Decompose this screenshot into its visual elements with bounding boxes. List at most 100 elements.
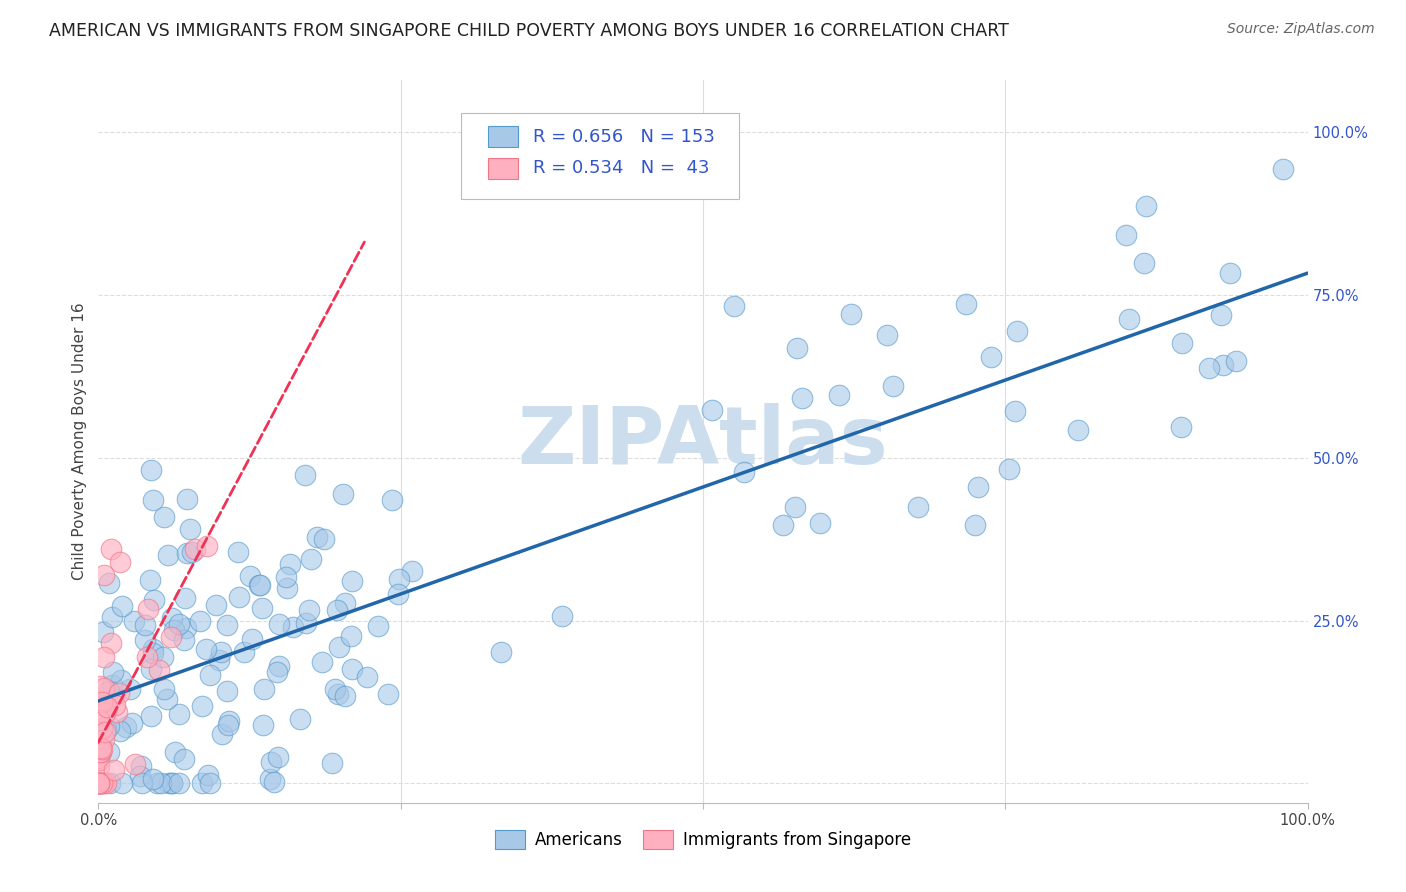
Point — [156, 692, 179, 706]
Point — [249, 578, 271, 592]
Text: AMERICAN VS IMMIGRANTS FROM SINGAPORE CHILD POVERTY AMONG BOYS UNDER 16 CORRELAT: AMERICAN VS IMMIGRANTS FROM SINGAPORE CH… — [49, 22, 1010, 40]
Point — [105, 705, 128, 719]
Point — [218, 714, 240, 729]
Point — [998, 462, 1021, 476]
Point — [333, 689, 356, 703]
Point — [195, 641, 218, 656]
Point — [305, 530, 328, 544]
Point — [876, 328, 898, 343]
Point — [1004, 404, 1026, 418]
Point — [160, 776, 183, 790]
Point — [173, 591, 195, 605]
Point — [190, 699, 212, 714]
Point — [87, 753, 110, 767]
Point — [87, 776, 110, 790]
Point — [136, 601, 159, 615]
Point — [252, 718, 274, 732]
Point — [103, 665, 125, 679]
Point — [294, 467, 316, 482]
Point — [321, 756, 343, 770]
Point — [89, 745, 111, 759]
Point — [263, 774, 285, 789]
Point — [200, 667, 222, 681]
Point — [239, 569, 262, 583]
Point — [328, 640, 350, 655]
Point — [94, 725, 117, 739]
Point — [87, 776, 110, 790]
Point — [173, 633, 195, 648]
Point — [1271, 162, 1294, 177]
Point — [145, 776, 167, 790]
Point — [1212, 358, 1234, 372]
Bar — [488, 126, 517, 147]
Point — [700, 402, 723, 417]
Point — [841, 307, 863, 321]
Point — [142, 642, 165, 657]
Point — [91, 624, 114, 639]
Point — [98, 776, 121, 790]
Y-axis label: Child Poverty Among Boys Under 16: Child Poverty Among Boys Under 16 — [72, 302, 87, 581]
Point — [281, 620, 304, 634]
Point — [298, 603, 321, 617]
Point — [1198, 361, 1220, 376]
Point — [121, 716, 143, 731]
Point — [163, 624, 186, 638]
Point — [148, 663, 170, 677]
Point — [882, 378, 904, 392]
Point — [142, 592, 165, 607]
Point — [792, 391, 814, 405]
Point — [139, 463, 162, 477]
Point — [120, 681, 142, 696]
Point — [247, 577, 270, 591]
Point — [267, 749, 290, 764]
Point — [963, 518, 986, 533]
Point — [253, 682, 276, 697]
Point — [108, 724, 131, 739]
Point — [87, 776, 110, 790]
Point — [259, 772, 281, 786]
Point — [401, 565, 423, 579]
Point — [114, 720, 136, 734]
Point — [124, 614, 146, 628]
Point — [153, 510, 176, 524]
Point — [191, 776, 214, 790]
Point — [179, 522, 201, 536]
Point — [381, 493, 404, 508]
Point — [97, 719, 120, 733]
Point — [87, 776, 110, 790]
Point — [240, 632, 263, 646]
Point — [312, 533, 335, 547]
Point — [208, 653, 231, 667]
Point — [93, 649, 115, 664]
Point — [1219, 266, 1241, 280]
Point — [134, 632, 156, 647]
Point — [87, 759, 110, 773]
Point — [176, 546, 198, 560]
Point — [1209, 308, 1232, 322]
Point — [209, 645, 232, 659]
Point — [250, 600, 273, 615]
Point — [93, 681, 115, 696]
Point — [139, 574, 162, 588]
Point — [142, 493, 165, 508]
Point — [342, 662, 364, 676]
Point — [342, 574, 364, 588]
Point — [332, 486, 354, 500]
Point — [156, 548, 179, 562]
Point — [377, 687, 399, 701]
Point — [167, 706, 190, 721]
Point — [167, 776, 190, 790]
Point — [269, 658, 291, 673]
Point — [260, 755, 283, 769]
Point — [108, 555, 131, 569]
Text: ZIPAtlas: ZIPAtlas — [517, 402, 889, 481]
Point — [299, 552, 322, 566]
Point — [131, 776, 153, 790]
Point — [90, 776, 112, 790]
Point — [772, 517, 794, 532]
Point — [228, 590, 250, 604]
Point — [93, 568, 115, 582]
Point — [100, 541, 122, 556]
Point — [100, 678, 122, 692]
Point — [190, 615, 212, 629]
